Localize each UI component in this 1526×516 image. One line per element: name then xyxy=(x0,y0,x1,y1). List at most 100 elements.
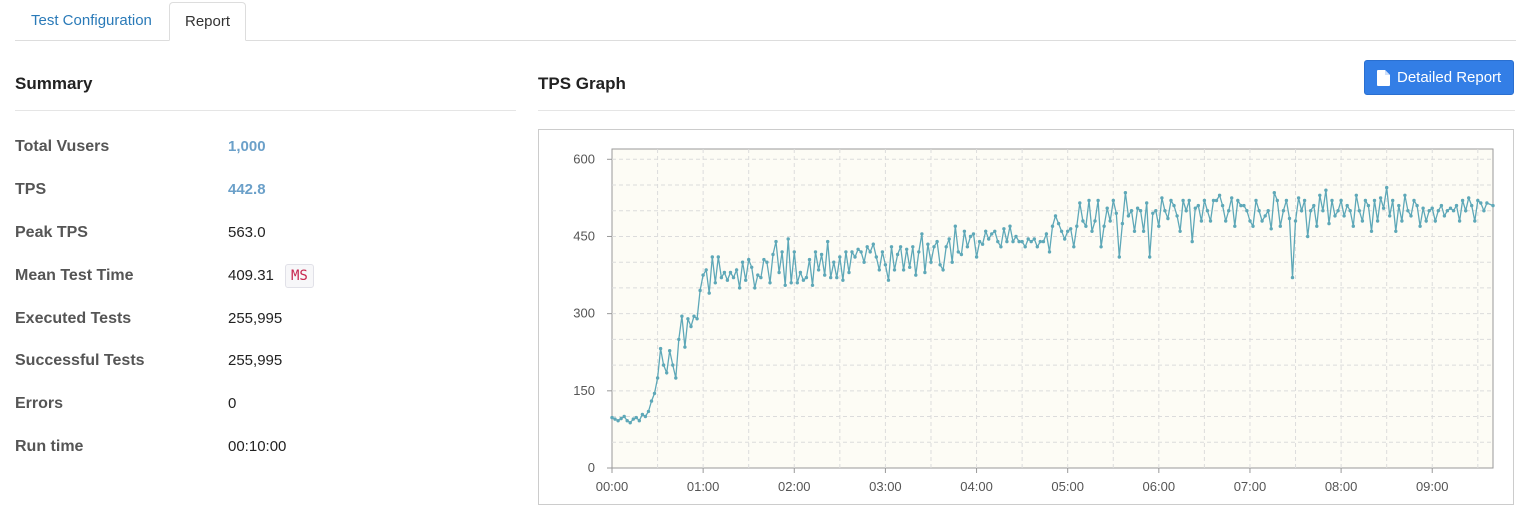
tps-data-point xyxy=(777,270,781,275)
tps-data-point xyxy=(1224,219,1228,223)
tps-data-point xyxy=(734,268,739,272)
tps-data-point xyxy=(914,273,918,277)
tps-data-point xyxy=(895,252,900,257)
tab-test-configuration[interactable]: Test Configuration xyxy=(31,12,152,29)
successful-tests-value: 255,995 xyxy=(228,352,283,369)
tps-data-point xyxy=(1217,193,1222,197)
tps-data-point xyxy=(1014,234,1018,239)
tps-graph-title: TPS Graph xyxy=(538,74,626,93)
tps-data-point xyxy=(1063,237,1067,241)
x-tick-label: 05:00 xyxy=(1051,479,1084,494)
tps-data-point xyxy=(1090,229,1094,233)
tps-value[interactable]: 442.8 xyxy=(228,181,266,198)
tab-report[interactable]: Report xyxy=(169,2,246,41)
tps-data-point xyxy=(868,250,872,254)
tps-data-point xyxy=(658,346,663,351)
tps-data-point xyxy=(813,250,818,254)
tps-data-point xyxy=(765,260,769,264)
tps-data-point xyxy=(1339,198,1343,203)
tps-data-point xyxy=(862,260,866,264)
tps-data-point xyxy=(1281,209,1286,213)
summary-row-executed-tests: Executed Tests 255,995 xyxy=(15,307,515,331)
tps-data-point xyxy=(1044,232,1049,236)
summary-row-errors: Errors 0 xyxy=(15,392,515,416)
tps-data-point xyxy=(655,376,660,380)
tps-data-point xyxy=(816,268,821,272)
tps-data-point xyxy=(1451,209,1456,213)
tps-data-point xyxy=(1406,209,1410,213)
tps-data-point xyxy=(859,250,863,254)
tps-data-point xyxy=(701,273,705,277)
y-tick-label: 600 xyxy=(573,151,595,166)
tps-data-point xyxy=(1287,216,1292,221)
tps-data-point xyxy=(874,255,878,259)
tps-data-point xyxy=(1302,198,1307,203)
tps-data-point xyxy=(771,252,775,257)
tps-data-point xyxy=(619,416,623,421)
summary-label: Run time xyxy=(15,438,84,455)
tps-data-point xyxy=(1053,214,1058,218)
tps-data-point xyxy=(1336,209,1340,213)
tps-data-point xyxy=(898,245,903,249)
tps-data-point xyxy=(971,232,976,236)
tps-data-point xyxy=(1366,203,1371,208)
tps-data-point xyxy=(728,270,733,275)
tps-data-point xyxy=(856,247,860,251)
tps-data-point xyxy=(1485,201,1489,205)
tps-data-point xyxy=(1117,255,1121,259)
tps-data-point xyxy=(938,263,942,267)
x-tick-label: 03:00 xyxy=(869,479,902,494)
tps-data-point xyxy=(768,281,772,285)
tps-data-point xyxy=(1093,219,1097,223)
tps-data-point xyxy=(1023,245,1027,249)
tps-data-point xyxy=(1433,219,1437,223)
x-tick-label: 00:00 xyxy=(596,479,629,494)
tps-data-point xyxy=(883,263,888,267)
tps-data-point xyxy=(1272,191,1276,195)
tps-data-point xyxy=(1208,219,1213,223)
tps-data-point xyxy=(1309,209,1313,213)
tps-data-point xyxy=(1126,214,1131,218)
tps-data-point xyxy=(710,255,714,259)
tps-data-point xyxy=(646,409,651,414)
tps-data-point xyxy=(1099,245,1103,249)
summary-row-peak-tps: Peak TPS 563.0 xyxy=(15,221,515,245)
errors-value: 0 xyxy=(228,395,237,412)
tps-data-point xyxy=(719,275,724,280)
tps-data-point xyxy=(1120,221,1125,226)
tps-data-point xyxy=(886,278,891,282)
tps-data-point xyxy=(716,255,720,259)
tps-data-point xyxy=(1141,229,1146,233)
detailed-report-button[interactable]: Detailed Report xyxy=(1364,60,1514,95)
summary-label: Executed Tests xyxy=(15,310,132,327)
tps-data-point xyxy=(637,419,641,423)
tps-data-point xyxy=(713,281,717,285)
tps-data-point xyxy=(1470,203,1474,208)
tps-data-point xyxy=(1491,203,1495,208)
tps-data-point xyxy=(750,265,754,269)
tps-data-point xyxy=(762,257,766,262)
tps-data-point xyxy=(935,239,939,244)
tps-data-point xyxy=(1482,209,1486,213)
tps-data-point xyxy=(956,250,960,254)
tps-data-point xyxy=(1333,214,1337,218)
y-tick-label: 150 xyxy=(573,383,595,398)
tps-data-point xyxy=(798,270,803,275)
tps-data-point xyxy=(1251,224,1255,228)
tps-data-point xyxy=(1378,196,1383,200)
tps-data-point xyxy=(1454,203,1459,208)
tps-data-point xyxy=(980,242,985,246)
tps-data-point xyxy=(965,245,970,249)
tps-data-point xyxy=(1239,203,1243,208)
tps-data-point xyxy=(923,270,927,275)
tps-data-point xyxy=(1038,239,1042,244)
tps-data-point xyxy=(996,239,1000,244)
tps-data-point xyxy=(695,317,699,321)
tps-data-point xyxy=(1260,219,1264,223)
tps-data-point xyxy=(1157,224,1161,228)
tps-data-point xyxy=(1008,224,1012,228)
tps-data-point xyxy=(1132,229,1137,233)
tps-data-point xyxy=(1172,203,1176,208)
total-vusers-value[interactable]: 1,000 xyxy=(228,138,266,155)
tps-data-point xyxy=(1391,198,1395,203)
